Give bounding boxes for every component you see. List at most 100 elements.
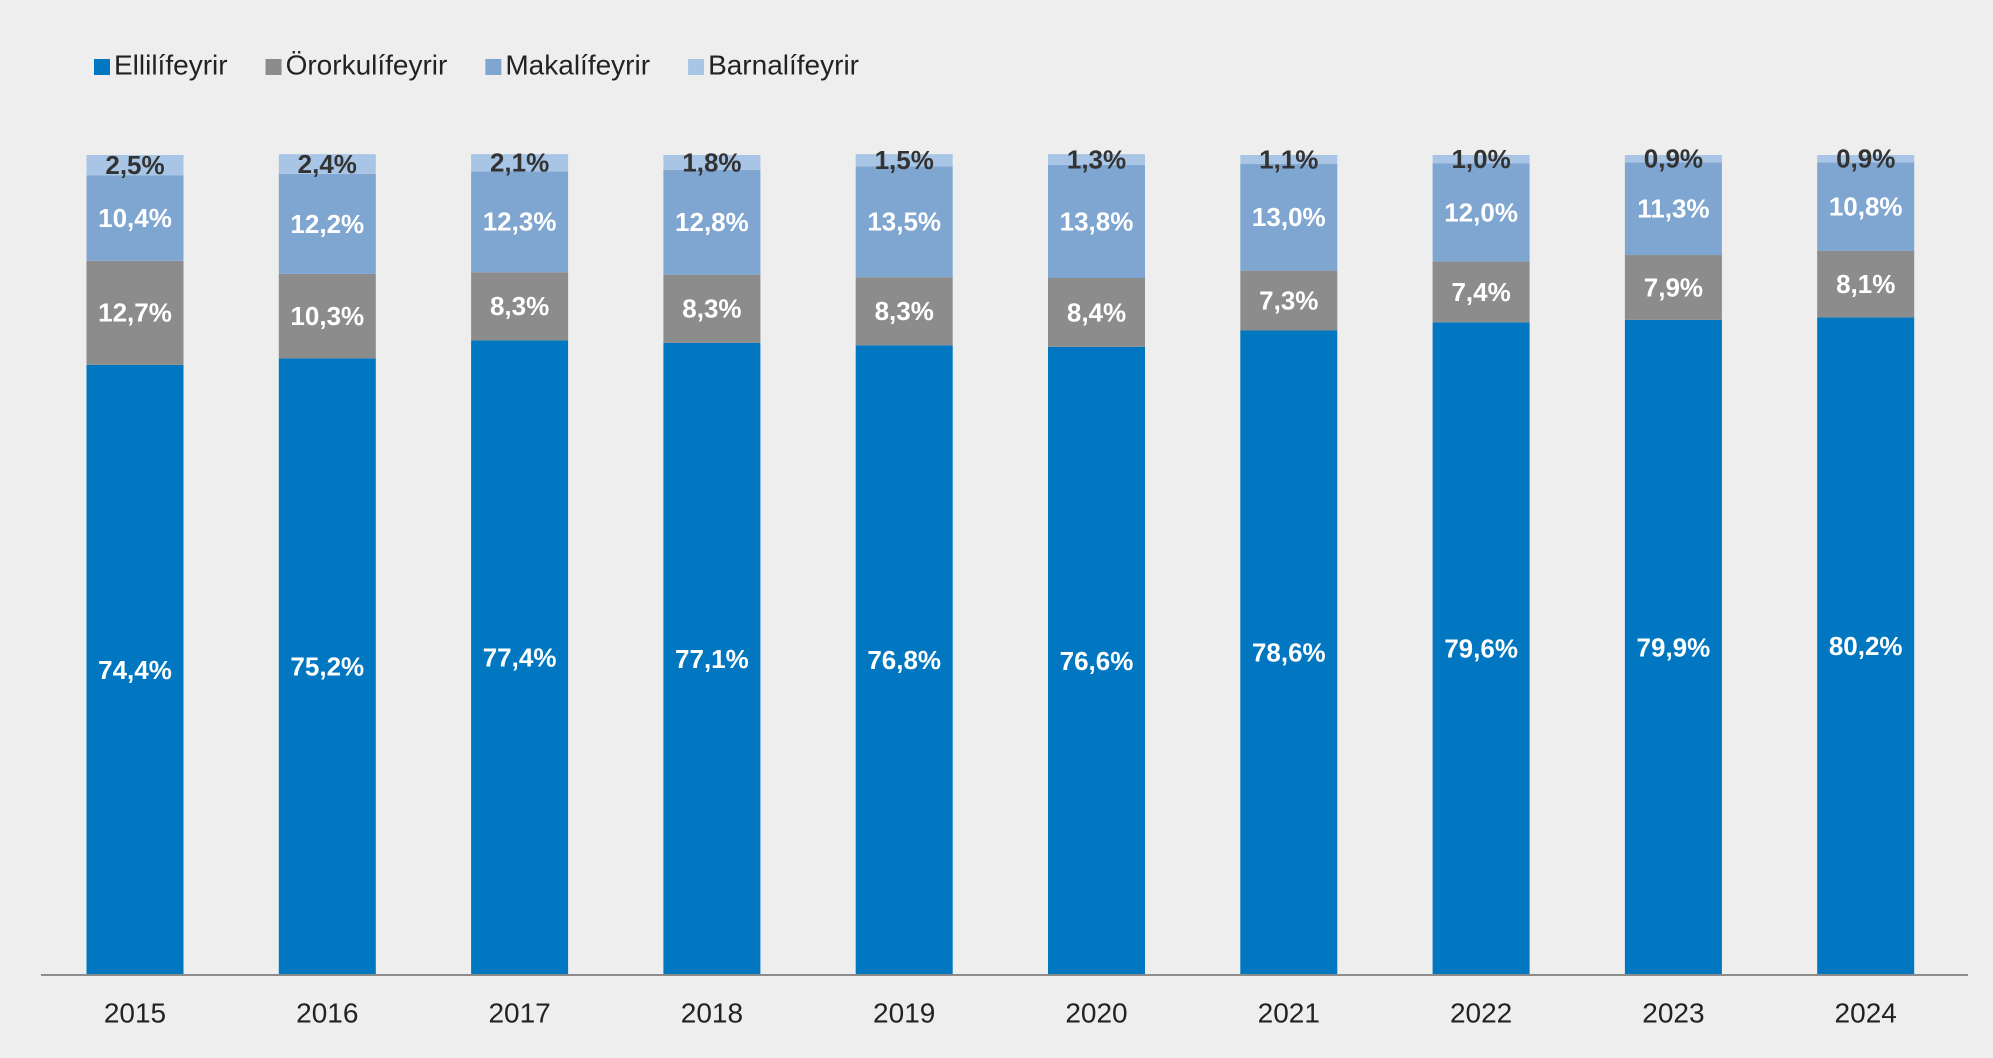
legend-label: Barnalífeyrir: [708, 49, 859, 80]
bar-segment: [471, 340, 569, 975]
bar-segment: [471, 272, 569, 341]
data-label: 8,3%: [682, 294, 741, 324]
bar-segment: [1048, 164, 1145, 278]
x-tick-label: 2017: [488, 997, 550, 1028]
x-tick-label: 2024: [1835, 997, 1897, 1028]
bar-segment: [1048, 278, 1145, 347]
data-label: 10,8%: [1829, 192, 1903, 222]
bar-segment: [663, 342, 761, 975]
x-tick-label: 2019: [873, 997, 935, 1028]
bar-segment: [278, 273, 376, 359]
data-label: 1,3%: [1067, 144, 1126, 174]
bar-segment: [1817, 250, 1915, 318]
data-label: 8,3%: [490, 291, 549, 321]
bar-segment: [1432, 322, 1530, 975]
data-label: 0,9%: [1836, 144, 1895, 174]
bar-segment: [1624, 155, 1722, 163]
data-label: 2,5%: [105, 150, 164, 180]
data-label: 0,9%: [1644, 144, 1703, 174]
legend-swatch: [485, 59, 502, 75]
bar-segment: [1048, 154, 1145, 165]
data-label: 76,6%: [1060, 646, 1134, 676]
x-tick-label: 2023: [1642, 997, 1704, 1028]
data-label: 2,1%: [490, 148, 549, 178]
bar-segment: [86, 260, 184, 365]
legend-swatch: [688, 59, 705, 75]
bar-segment: [86, 155, 184, 176]
bar-segment: [1240, 330, 1338, 976]
data-label: 74,4%: [98, 655, 172, 685]
bar-segment: [1624, 162, 1722, 256]
bar-segment: [663, 274, 761, 343]
bar-segment: [1624, 255, 1722, 320]
data-label: 77,1%: [675, 644, 749, 674]
bar-segment: [855, 166, 953, 278]
data-label: 80,2%: [1829, 631, 1903, 661]
bar-segment: [855, 277, 953, 346]
bar-segment: [855, 154, 953, 167]
data-label: 8,4%: [1067, 297, 1126, 327]
x-tick-label: 2018: [681, 997, 743, 1028]
bar-segment: [1624, 319, 1722, 975]
data-label: 10,3%: [290, 301, 364, 331]
bar-segment: [855, 345, 953, 975]
bar-segment: [86, 364, 184, 975]
bar-segment: [278, 358, 376, 975]
bar-segment: [471, 171, 569, 273]
data-label: 79,9%: [1637, 632, 1711, 662]
bar-segment: [86, 175, 184, 261]
x-tick-label: 2021: [1258, 997, 1320, 1028]
data-label: 77,4%: [483, 643, 557, 673]
bar-segment: [1817, 155, 1915, 163]
legend-label: Ellilífeyrir: [114, 49, 228, 80]
legend-label: Makalífeyrir: [505, 49, 650, 80]
data-label: 12,3%: [483, 207, 557, 237]
data-label: 2,4%: [298, 149, 357, 179]
data-label: 7,3%: [1259, 285, 1318, 315]
bar-segment: [1817, 317, 1915, 975]
legend-label: Örorkulífeyrir: [286, 49, 448, 80]
bar-segment: [663, 169, 761, 275]
x-tick-label: 2015: [104, 997, 166, 1028]
data-label: 13,8%: [1060, 206, 1134, 236]
data-label: 1,8%: [682, 147, 741, 177]
bar-segment: [1240, 270, 1338, 331]
data-label: 78,6%: [1252, 638, 1326, 668]
data-label: 8,3%: [875, 296, 934, 326]
bar-segment: [1432, 163, 1530, 262]
x-tick-label: 2022: [1450, 997, 1512, 1028]
data-label: 8,1%: [1836, 269, 1895, 299]
bar-segment: [278, 154, 376, 174]
data-label: 10,4%: [98, 203, 172, 233]
data-label: 12,8%: [675, 207, 749, 237]
bar-segment: [1432, 261, 1530, 323]
data-label: 76,8%: [867, 645, 941, 675]
data-label: 13,5%: [867, 207, 941, 237]
data-label: 12,0%: [1444, 197, 1518, 227]
data-label: 12,2%: [290, 209, 364, 239]
bar-segment: [1240, 164, 1338, 271]
data-label: 79,6%: [1444, 634, 1518, 664]
data-label: 13,0%: [1252, 202, 1326, 232]
data-label: 1,5%: [875, 145, 934, 175]
legend-swatch: [265, 59, 282, 75]
data-label: 1,0%: [1451, 144, 1510, 174]
legend-swatch: [94, 59, 110, 75]
x-tick-label: 2020: [1065, 997, 1127, 1028]
data-label: 7,9%: [1644, 272, 1703, 302]
bar-segment: [278, 173, 376, 274]
x-tick-label: 2016: [296, 997, 358, 1028]
data-label: 75,2%: [290, 652, 364, 682]
bar-segment: [1817, 162, 1915, 251]
data-label: 7,4%: [1451, 277, 1510, 307]
bar-segment: [1432, 155, 1530, 164]
data-label: 12,7%: [98, 298, 172, 328]
bar-segment: [1240, 155, 1338, 165]
data-label: 1,1%: [1259, 144, 1318, 174]
bar-segment: [1048, 346, 1145, 975]
bar-segment: [663, 155, 761, 170]
bar-segment: [471, 154, 569, 172]
data-label: 11,3%: [1637, 194, 1709, 224]
